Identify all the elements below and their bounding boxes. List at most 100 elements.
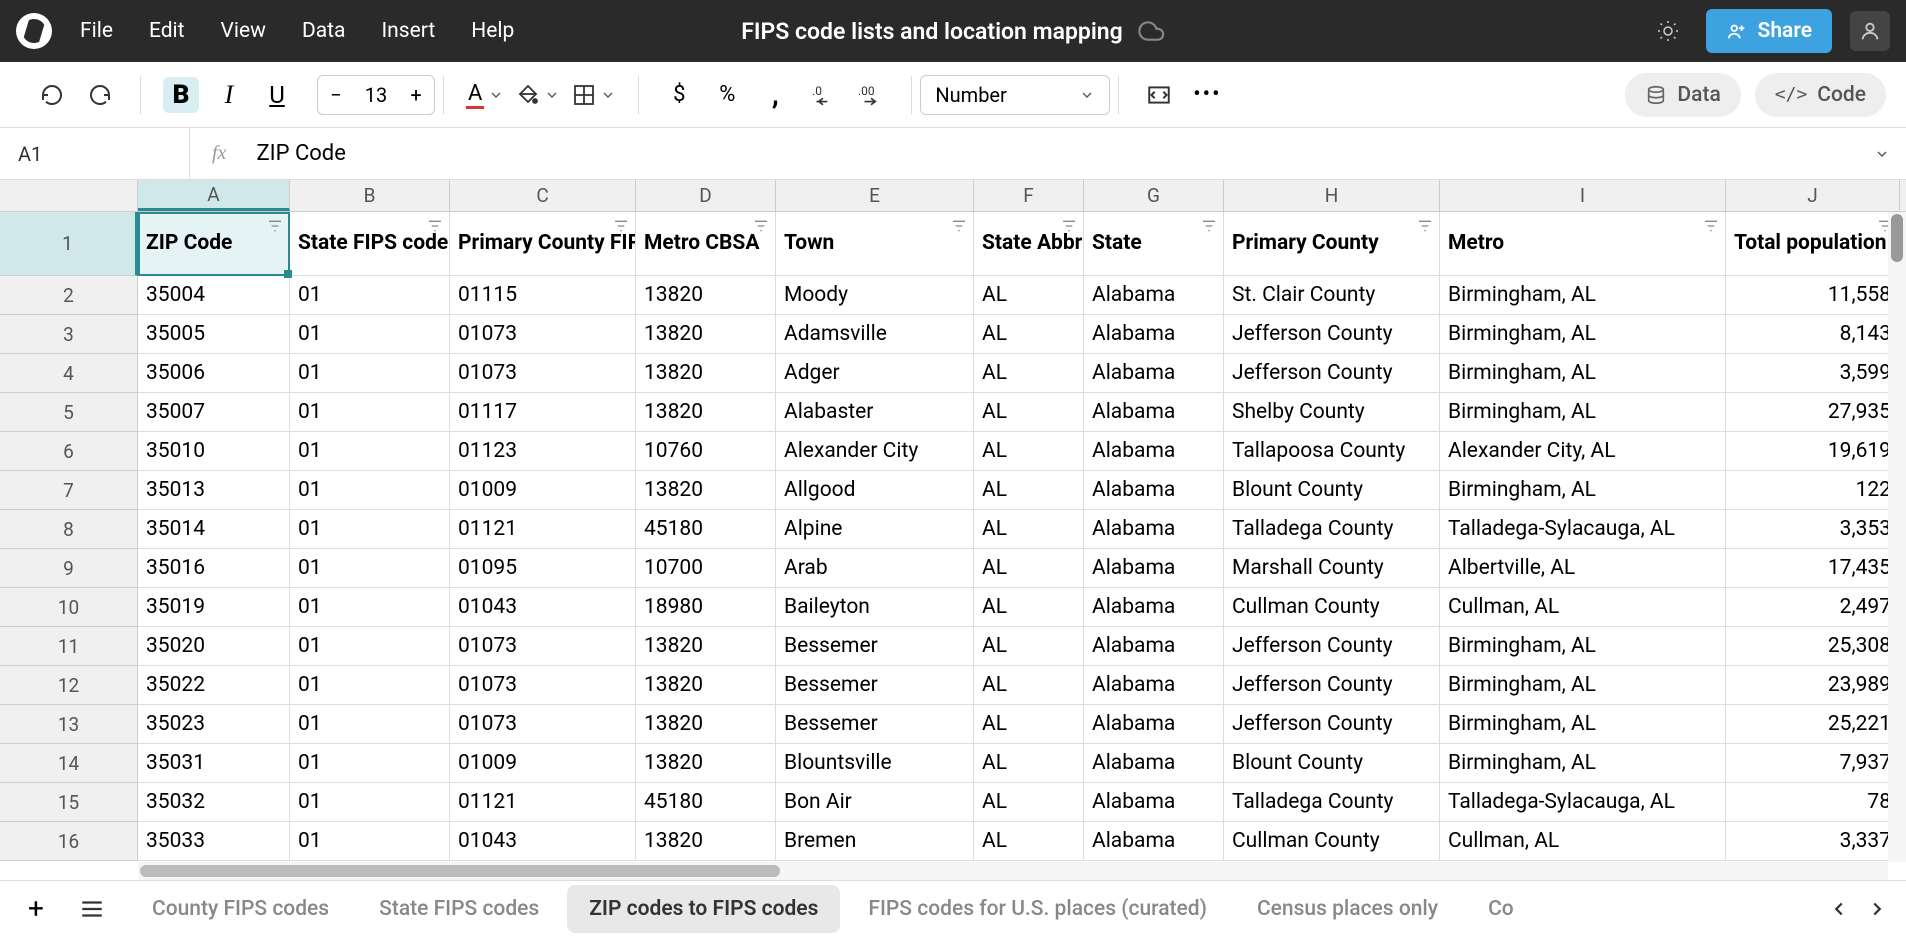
- cell[interactable]: Alabama: [1084, 315, 1224, 354]
- cell[interactable]: Bessemer: [776, 627, 974, 666]
- row-header-8[interactable]: 8: [0, 510, 138, 549]
- lightbulb-icon[interactable]: [1648, 11, 1688, 51]
- cell[interactable]: 13820: [636, 627, 776, 666]
- header-cell-G[interactable]: State: [1084, 212, 1224, 276]
- column-header-J[interactable]: J: [1726, 180, 1900, 211]
- column-header-H[interactable]: H: [1224, 180, 1440, 211]
- cell[interactable]: 13820: [636, 276, 776, 315]
- cell[interactable]: 35023: [138, 705, 290, 744]
- header-cell-A[interactable]: ZIP Code: [138, 212, 290, 276]
- cell[interactable]: AL: [974, 744, 1084, 783]
- column-header-E[interactable]: E: [776, 180, 974, 211]
- cell[interactable]: 17,435: [1726, 549, 1900, 588]
- font-size-input[interactable]: [354, 83, 398, 107]
- cell[interactable]: 01117: [450, 393, 636, 432]
- cell[interactable]: Birmingham, AL: [1440, 666, 1726, 705]
- row-header-4[interactable]: 4: [0, 354, 138, 393]
- row-header-12[interactable]: 12: [0, 666, 138, 705]
- header-cell-J[interactable]: Total population: [1726, 212, 1900, 276]
- cell[interactable]: Birmingham, AL: [1440, 744, 1726, 783]
- cell[interactable]: 13820: [636, 393, 776, 432]
- cell[interactable]: Albertville, AL: [1440, 549, 1726, 588]
- cell[interactable]: 01: [290, 783, 450, 822]
- cell-reference[interactable]: A1: [0, 128, 190, 179]
- cell[interactable]: 13820: [636, 315, 776, 354]
- cell[interactable]: Alabama: [1084, 354, 1224, 393]
- cell[interactable]: AL: [974, 549, 1084, 588]
- cell[interactable]: Birmingham, AL: [1440, 354, 1726, 393]
- cell[interactable]: 13820: [636, 744, 776, 783]
- filter-icon[interactable]: [1061, 218, 1077, 234]
- filter-icon[interactable]: [427, 218, 443, 234]
- row-header-9[interactable]: 9: [0, 549, 138, 588]
- cell[interactable]: Jefferson County: [1224, 627, 1440, 666]
- user-profile-icon[interactable]: [1850, 11, 1890, 51]
- cell[interactable]: Alabama: [1084, 627, 1224, 666]
- cell[interactable]: Alabama: [1084, 822, 1224, 861]
- cell[interactable]: AL: [974, 393, 1084, 432]
- cell[interactable]: Moody: [776, 276, 974, 315]
- row-header-6[interactable]: 6: [0, 432, 138, 471]
- font-size-increase[interactable]: +: [398, 76, 434, 114]
- cell[interactable]: 35014: [138, 510, 290, 549]
- cell[interactable]: 01: [290, 510, 450, 549]
- cell[interactable]: Alabama: [1084, 393, 1224, 432]
- filter-icon[interactable]: [1703, 218, 1719, 234]
- cell[interactable]: Shelby County: [1224, 393, 1440, 432]
- header-cell-F[interactable]: State Abbr: [974, 212, 1084, 276]
- cell[interactable]: 01115: [450, 276, 636, 315]
- cell[interactable]: 35013: [138, 471, 290, 510]
- cell[interactable]: 01: [290, 822, 450, 861]
- row-header-15[interactable]: 15: [0, 783, 138, 822]
- row-header-16[interactable]: 16: [0, 822, 138, 861]
- cell[interactable]: 01: [290, 549, 450, 588]
- cell[interactable]: 01009: [450, 471, 636, 510]
- all-sheets-button[interactable]: [74, 891, 110, 927]
- header-cell-D[interactable]: Metro CBSA: [636, 212, 776, 276]
- cell[interactable]: AL: [974, 783, 1084, 822]
- cell[interactable]: 35019: [138, 588, 290, 627]
- cell[interactable]: AL: [974, 705, 1084, 744]
- sheet-tab[interactable]: ZIP codes to FIPS codes: [567, 885, 840, 933]
- cell[interactable]: 7,937: [1726, 744, 1900, 783]
- cell[interactable]: 27,935: [1726, 393, 1900, 432]
- cell[interactable]: 3,353: [1726, 510, 1900, 549]
- cell[interactable]: 25,308: [1726, 627, 1900, 666]
- font-size-decrease[interactable]: −: [318, 76, 354, 114]
- column-header-B[interactable]: B: [290, 180, 450, 211]
- column-header-F[interactable]: F: [974, 180, 1084, 211]
- cell[interactable]: Birmingham, AL: [1440, 315, 1726, 354]
- cell[interactable]: St. Clair County: [1224, 276, 1440, 315]
- percent-format-button[interactable]: %: [709, 77, 745, 113]
- fill-color-button[interactable]: [516, 83, 560, 107]
- cell[interactable]: 01043: [450, 588, 636, 627]
- cell[interactable]: AL: [974, 822, 1084, 861]
- comma-format-button[interactable]: ,: [757, 77, 793, 113]
- header-cell-E[interactable]: Town: [776, 212, 974, 276]
- cell[interactable]: 01: [290, 393, 450, 432]
- app-logo[interactable]: [16, 13, 52, 49]
- column-header-D[interactable]: D: [636, 180, 776, 211]
- filter-icon[interactable]: [1417, 218, 1433, 234]
- code-panel-button[interactable]: </> Code: [1755, 73, 1886, 117]
- cell[interactable]: Alabama: [1084, 549, 1224, 588]
- column-header-I[interactable]: I: [1440, 180, 1726, 211]
- cell[interactable]: Birmingham, AL: [1440, 705, 1726, 744]
- menu-file[interactable]: File: [80, 19, 113, 43]
- cell[interactable]: 01009: [450, 744, 636, 783]
- cell[interactable]: 10760: [636, 432, 776, 471]
- vertical-scrollbar[interactable]: [1888, 212, 1906, 862]
- cell[interactable]: Jefferson County: [1224, 666, 1440, 705]
- tab-scroll-left[interactable]: [1828, 898, 1850, 920]
- row-header-3[interactable]: 3: [0, 315, 138, 354]
- cell[interactable]: 01073: [450, 666, 636, 705]
- cell[interactable]: 01: [290, 666, 450, 705]
- cell[interactable]: 25,221: [1726, 705, 1900, 744]
- cell[interactable]: Alabama: [1084, 510, 1224, 549]
- cell[interactable]: Alabama: [1084, 666, 1224, 705]
- row-header-11[interactable]: 11: [0, 627, 138, 666]
- cell[interactable]: Baileyton: [776, 588, 974, 627]
- cell[interactable]: 01043: [450, 822, 636, 861]
- cell[interactable]: Jefferson County: [1224, 315, 1440, 354]
- menu-edit[interactable]: Edit: [149, 19, 185, 43]
